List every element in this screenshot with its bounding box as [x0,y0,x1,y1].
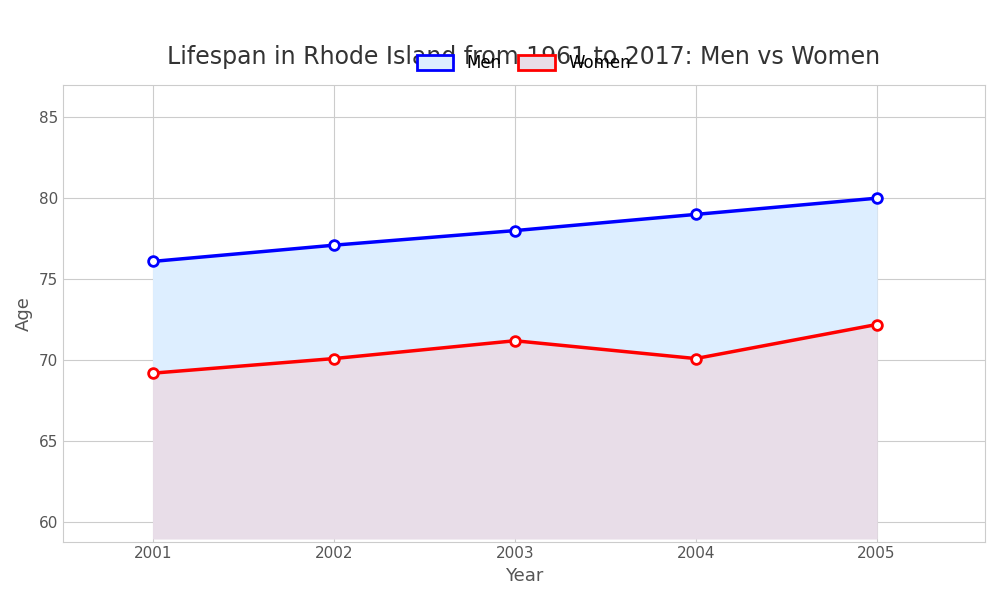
X-axis label: Year: Year [505,567,543,585]
Y-axis label: Age: Age [15,296,33,331]
Legend: Men, Women: Men, Women [410,47,638,79]
Title: Lifespan in Rhode Island from 1961 to 2017: Men vs Women: Lifespan in Rhode Island from 1961 to 20… [167,45,880,69]
